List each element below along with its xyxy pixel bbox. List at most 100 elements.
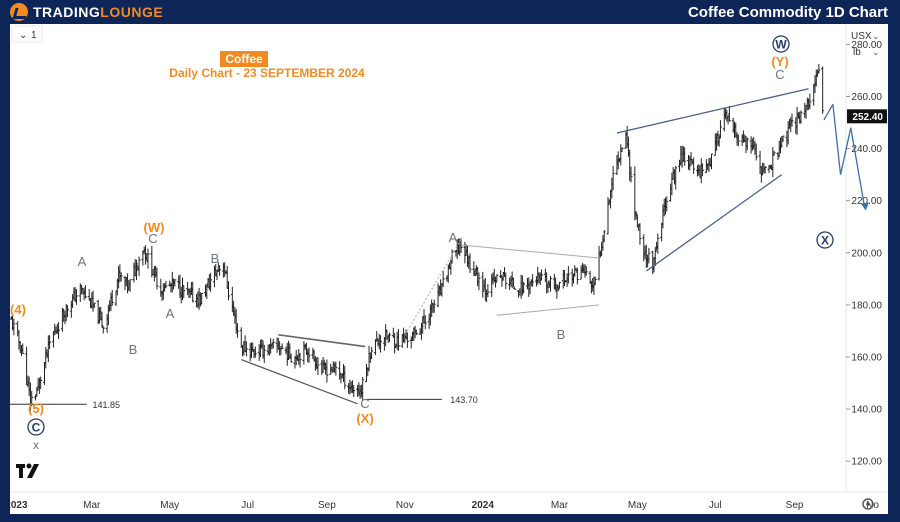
gear-ring[interactable] bbox=[862, 498, 874, 510]
x-tick-label: 2024 bbox=[472, 500, 495, 511]
price-bar bbox=[513, 287, 517, 290]
price-bar bbox=[790, 113, 794, 127]
wave-label-b2: B bbox=[211, 251, 220, 266]
x-tick-label: Nov bbox=[396, 500, 414, 511]
price-bar bbox=[235, 323, 239, 338]
price-bar bbox=[137, 256, 141, 277]
x-tick-label: Jul bbox=[709, 500, 722, 511]
wave-label-b1: B bbox=[129, 342, 138, 357]
unit-label[interactable]: lb bbox=[853, 47, 861, 58]
wave-label-c-w: C bbox=[148, 231, 157, 246]
chart-subtitle: Daily Chart - 23 SEPTEMBER 2024 bbox=[169, 66, 365, 80]
price-bar bbox=[808, 93, 812, 109]
price-bar bbox=[821, 66, 825, 114]
x-tick-label: May bbox=[628, 500, 647, 511]
price-bar bbox=[763, 165, 767, 174]
price-bar bbox=[573, 265, 577, 277]
gear-hub[interactable] bbox=[866, 502, 870, 506]
x-axis[interactable]: 2023MarMayJulSepNov2024MarMayJulSepNo bbox=[10, 500, 879, 511]
y-tick-label: 220.00 bbox=[851, 196, 882, 207]
price-bar bbox=[135, 259, 138, 281]
price-bar bbox=[468, 253, 472, 274]
unit-chevron-icon[interactable]: ⌄ bbox=[872, 47, 880, 57]
wave-circle-circle-w bbox=[772, 35, 790, 53]
price-bar bbox=[298, 353, 302, 368]
impulse-channel-line bbox=[406, 236, 463, 332]
price-bar bbox=[817, 63, 821, 74]
currency-chevron-icon[interactable]: ⌄ bbox=[872, 31, 880, 41]
price-bar bbox=[21, 343, 25, 355]
y-tick-label: 120.00 bbox=[851, 457, 882, 468]
wave-label-left-4: (4) bbox=[10, 302, 26, 317]
price-bar bbox=[280, 343, 284, 350]
interval-box[interactable] bbox=[11, 25, 43, 43]
x-tick-label: Mar bbox=[551, 500, 569, 511]
y-tick-label: 260.00 bbox=[851, 92, 882, 103]
x-tick-label: Jul bbox=[241, 500, 254, 511]
y-tick-label: 160.00 bbox=[851, 352, 882, 363]
price-bar bbox=[80, 285, 84, 295]
price-bar bbox=[473, 268, 477, 277]
y-tick-label: 200.00 bbox=[851, 248, 882, 259]
wave-label-circle-w: W bbox=[775, 38, 787, 52]
header-bar: TRADINGLOUNGE Coffee Commodity 1D Chart bbox=[0, 0, 900, 24]
price-bar bbox=[611, 165, 615, 191]
wave-label-circle-c: C bbox=[32, 421, 41, 435]
price-bar bbox=[83, 285, 87, 299]
chevron-down-icon[interactable]: ⌄ bbox=[19, 30, 27, 41]
interval-value[interactable]: 1 bbox=[31, 30, 37, 41]
price-bar bbox=[146, 248, 150, 269]
price-bar bbox=[459, 238, 463, 253]
price-bar bbox=[331, 361, 335, 373]
wave-circle-circle-c bbox=[27, 418, 45, 436]
projection-arrowhead bbox=[860, 202, 869, 211]
price-bar bbox=[736, 134, 740, 147]
price-bar bbox=[592, 276, 596, 295]
price-bar bbox=[379, 335, 383, 353]
last-price-label: 252.40 bbox=[852, 112, 883, 123]
triangle-upper-line bbox=[278, 334, 366, 348]
price-bar bbox=[754, 143, 758, 161]
price-bar bbox=[549, 276, 552, 292]
interval-selector[interactable]: ⌄ 1 bbox=[11, 25, 43, 43]
wave-label-c-y: C bbox=[775, 67, 784, 82]
price-bar bbox=[665, 196, 669, 212]
x-tick-label: 2023 bbox=[10, 500, 28, 511]
price-bars bbox=[10, 63, 825, 411]
price-bar bbox=[674, 165, 678, 190]
price-bar bbox=[511, 277, 515, 288]
price-bar bbox=[494, 276, 498, 288]
support-level-label: 141.85 bbox=[93, 400, 121, 410]
price-bar bbox=[531, 274, 535, 287]
price-bar bbox=[647, 247, 651, 264]
wave-label-x-small: x bbox=[33, 438, 39, 452]
price-bar bbox=[92, 302, 96, 309]
wave-label-x-paren: (X) bbox=[356, 411, 373, 426]
price-chart[interactable]: ⌄ 1 USX ⌄ lb ⌄ 120.00 140.00 160.00 180.00 2… bbox=[10, 24, 888, 514]
tv-logo-slash bbox=[27, 464, 39, 478]
price-bar bbox=[370, 346, 374, 360]
price-bar bbox=[745, 137, 749, 151]
price-bar bbox=[504, 272, 508, 290]
price-bar bbox=[432, 299, 436, 313]
brand-name-part1: TRADING bbox=[33, 4, 101, 20]
title-badge bbox=[220, 51, 268, 67]
wave-label-c-x: C bbox=[360, 396, 369, 411]
triangle-lower-line bbox=[241, 359, 358, 405]
tradingview-logo-icon[interactable] bbox=[16, 463, 39, 479]
price-bar bbox=[629, 166, 633, 183]
y-axis[interactable]: 120.00 140.00 160.00 180.00 200.00 220.00 240.… bbox=[846, 40, 887, 468]
price-bar bbox=[486, 284, 490, 298]
price-bar bbox=[361, 377, 365, 401]
price-bar bbox=[39, 376, 43, 390]
wave-label-y-paren: (Y) bbox=[771, 54, 788, 69]
flat-upper-line bbox=[461, 244, 600, 259]
gear-icon[interactable] bbox=[862, 498, 874, 510]
price-bar bbox=[620, 147, 624, 153]
y-tick-label: 280.00 bbox=[851, 40, 882, 51]
tv-logo-stem bbox=[19, 464, 23, 478]
wave-circle-circle-x bbox=[816, 231, 834, 249]
price-bar bbox=[48, 335, 52, 350]
price-bar bbox=[200, 292, 204, 305]
currency-label[interactable]: USX bbox=[851, 31, 872, 42]
